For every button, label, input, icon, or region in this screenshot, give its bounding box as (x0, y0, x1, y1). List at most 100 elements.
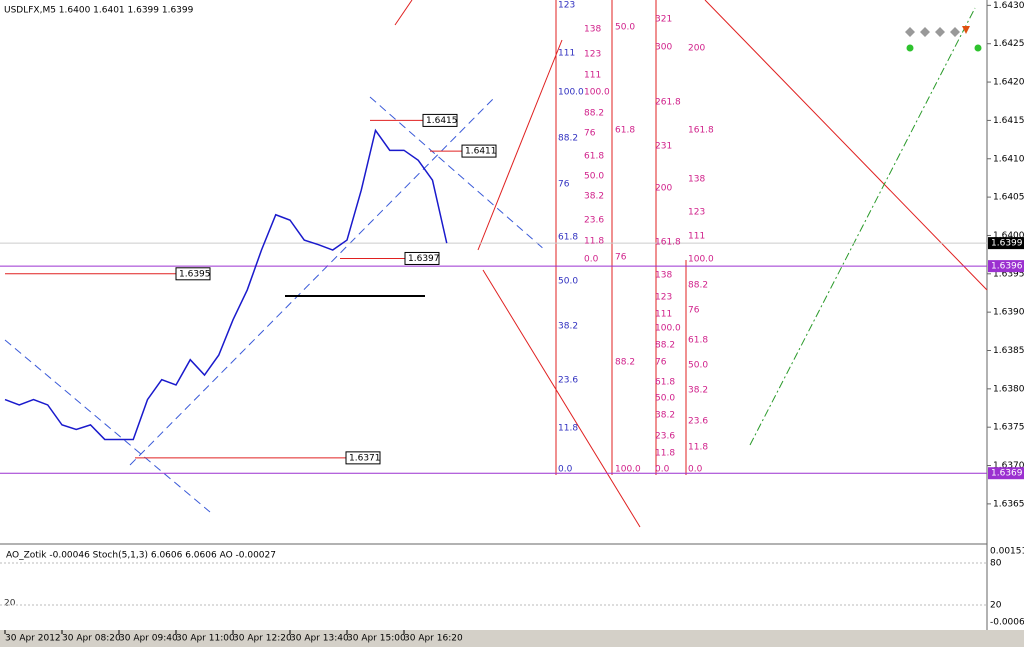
fib-label: 231 (655, 142, 672, 152)
fib-label: 50.0 (688, 361, 708, 371)
fib-label: 138 (584, 25, 601, 35)
level-label: 1.6411 (465, 147, 497, 157)
fib-label: 50.0 (655, 394, 675, 404)
y-tick-label: 1.6395 (993, 269, 1024, 279)
level-box (404, 251, 440, 265)
trend-line (477, 39, 563, 251)
x-tick-label: 30 Apr 13:40 (290, 634, 349, 644)
fib-label: 11.8 (655, 449, 675, 459)
level-box (422, 113, 458, 127)
y-tick-label: 1.6390 (993, 308, 1024, 318)
oscillator-title: AO_Zotik -0.00046 Stoch(5,1,3) 6.0606 6.… (6, 551, 276, 561)
fib-label: 76 (584, 129, 596, 139)
fib-label: 23.6 (558, 376, 578, 386)
fib-label: 123 (584, 50, 601, 60)
level-box (345, 451, 381, 465)
y-tick-label: 1.6375 (993, 423, 1024, 433)
fib-label: 123 (558, 1, 575, 11)
y-tick-label: 1.6410 (993, 154, 1024, 164)
axis-tag-label: 1.6369 (991, 469, 1023, 479)
y-tick-label: 1.6430 (993, 1, 1024, 11)
x-tick-label: 30 Apr 08:20 (62, 634, 121, 644)
y-tick-label: 1.6385 (993, 346, 1024, 356)
y-tick-label: 1.6380 (993, 384, 1024, 394)
level-box (461, 144, 497, 158)
fib-label: 88.2 (655, 341, 675, 351)
fib-label: 100.0 (655, 324, 681, 334)
fib-label: 61.8 (688, 336, 708, 346)
fib-label: 23.6 (584, 216, 604, 226)
fib-label: 11.8 (558, 424, 578, 434)
drawings (4, 0, 988, 528)
fib-label: 23.6 (688, 417, 708, 427)
y-tick-label: 1.6415 (993, 116, 1024, 126)
fib-label: 11.8 (584, 237, 604, 247)
toolbar-icons (905, 26, 982, 52)
level-label: 1.6395 (179, 269, 211, 279)
fib-label: 0.0 (584, 255, 599, 265)
fib-label: 61.8 (584, 152, 604, 162)
y-tick-label: 1.6365 (993, 499, 1024, 509)
x-tick-label: 30 Apr 09:40 (119, 634, 178, 644)
fib-label: 61.8 (615, 126, 635, 136)
channel (129, 96, 496, 466)
diamonds (905, 27, 960, 37)
fib-label: 50.0 (615, 23, 635, 33)
fib-label: 50.0 (584, 172, 604, 182)
x-tick-label: 30 Apr 11:00 (176, 634, 235, 644)
trend-line (749, 7, 976, 446)
fib-label: 111 (558, 49, 575, 59)
y-tick-label: 1.6370 (993, 461, 1024, 471)
axis-tag-label: 1.6396 (991, 262, 1023, 272)
osc-axis-label: 80 (990, 559, 1002, 569)
fib-label: 76 (688, 306, 700, 316)
fib-label: 321 (655, 15, 672, 25)
axis-tag (988, 467, 1024, 480)
fib-label: 100.0 (584, 88, 610, 98)
fib-label: 100.0 (615, 465, 641, 475)
x-tick-label: 30 Apr 12:20 (233, 634, 292, 644)
level-label: 1.6371 (349, 453, 381, 463)
fib-label: 200 (688, 44, 705, 54)
chart-title: USDLFX,M5 1.6400 1.6401 1.6399 1.6399 (4, 6, 194, 16)
fib-label: 161.8 (688, 126, 714, 136)
x-tick-label: 30 Apr 15:00 (347, 634, 406, 644)
arrow (962, 26, 970, 34)
fib-label: 111 (584, 71, 601, 81)
fib-label: 50.0 (558, 277, 578, 287)
fib-label: 0.0 (655, 465, 670, 475)
osc-axis-label: -0.0006 (990, 618, 1024, 628)
fib-label: 61.8 (655, 378, 675, 388)
price-line-series (4, 128, 448, 441)
fib-label: 138 (688, 175, 705, 185)
channel (4, 339, 211, 513)
osc-axis-label: 0.00151 (990, 547, 1024, 557)
fib-label: 261.8 (655, 98, 681, 108)
y-tick-label: 1.6425 (993, 39, 1024, 49)
fib-label: 76 (615, 253, 627, 263)
fib-label: 88.2 (688, 281, 708, 291)
fib-label: 11.8 (688, 443, 708, 453)
level-label: 1.6415 (426, 116, 458, 126)
oscillator-left-label: 20 (4, 599, 16, 609)
trend-line (394, 0, 413, 26)
level-label: 1.6397 (408, 254, 440, 264)
price-tag (988, 237, 1024, 250)
price-tag-label: 1.6399 (991, 239, 1023, 249)
fib-label: 38.2 (655, 411, 675, 421)
fib-label: 111 (688, 232, 705, 242)
fib-label: 61.8 (558, 233, 578, 243)
fib-label: 88.2 (615, 358, 635, 368)
fib-label: 23.6 (655, 432, 675, 442)
fib-label: 38.2 (584, 192, 604, 202)
x-tick-label: 30 Apr 2012 (5, 634, 61, 644)
fib-label: 100.0 (688, 255, 714, 265)
y-tick-label: 1.6400 (993, 231, 1024, 241)
level-box (175, 267, 211, 281)
fib-label: 76 (558, 180, 570, 190)
osc-axis-label: 20 (990, 601, 1002, 611)
fib-label: 0.0 (558, 465, 573, 475)
fib-label: 200 (655, 184, 672, 194)
y-tick-label: 1.6405 (993, 193, 1024, 203)
